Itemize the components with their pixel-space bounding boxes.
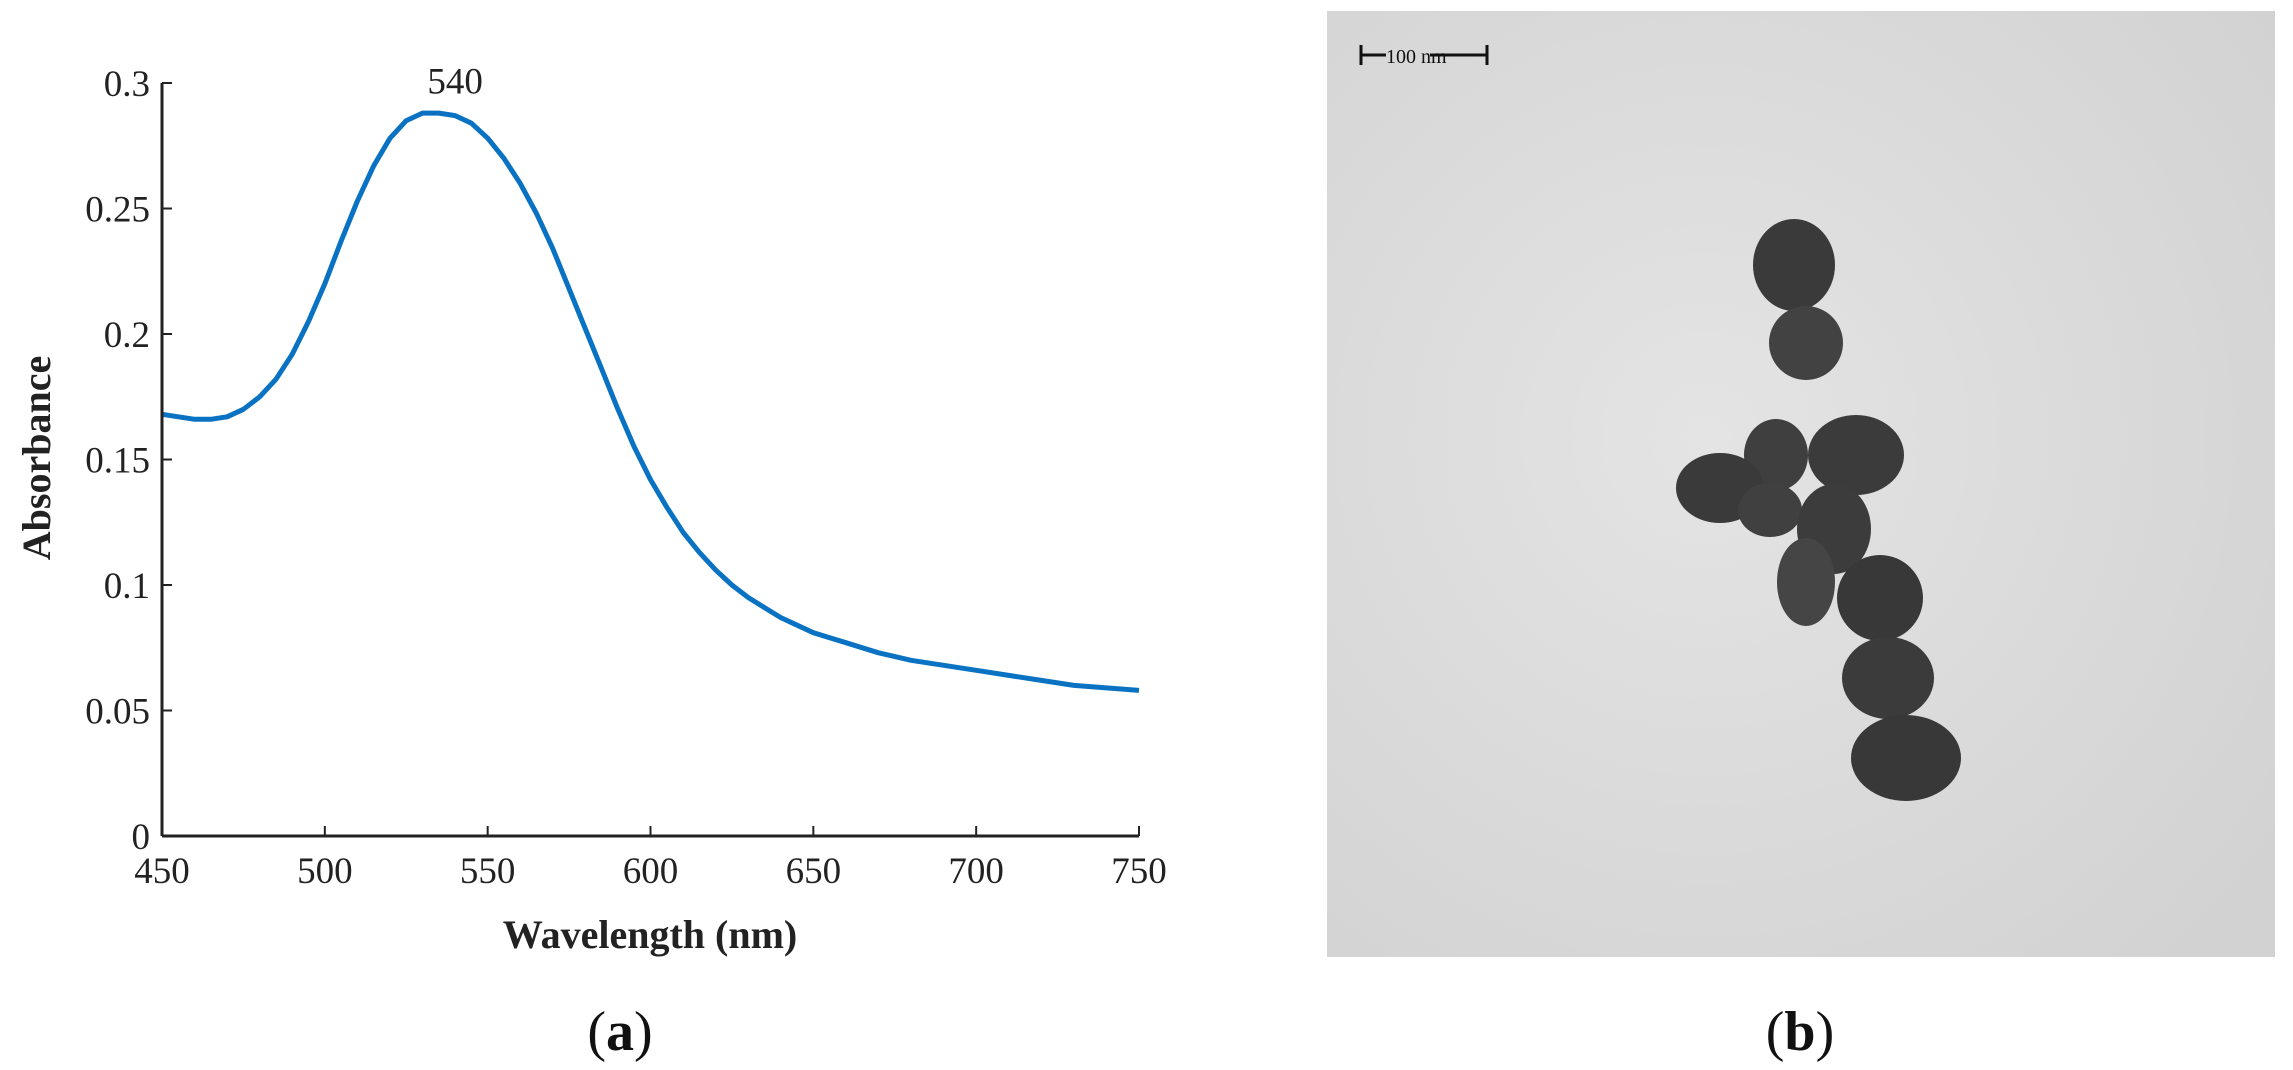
- panel-b-open-paren: (: [1766, 1001, 1785, 1063]
- y-tick-label: 0: [132, 817, 151, 858]
- panel-a-close-paren: ): [634, 1001, 653, 1063]
- panel-b-letter: b: [1784, 1001, 1815, 1063]
- x-tick-label: 650: [786, 851, 842, 892]
- x-tick-label: 500: [297, 851, 353, 892]
- panel-b-label: (b): [1766, 1001, 1834, 1063]
- nanoparticle: [1851, 715, 1961, 801]
- x-tick-label: 450: [134, 851, 190, 892]
- x-tick-label: 750: [1111, 851, 1167, 892]
- y-tick-label: 0.25: [85, 190, 150, 231]
- nanoparticle: [1769, 306, 1843, 380]
- x-tick-label: 700: [948, 851, 1004, 892]
- y-tick-label: 0.15: [85, 441, 150, 482]
- spectrum-line: [161, 110, 1140, 693]
- spectrum-chart: 0 0.05 0.1 0.15 0.2 0.25 0.3 450 500 550 600 650 70…: [14, 62, 1167, 957]
- scale-bar-label: 100 nm: [1386, 46, 1447, 68]
- x-tick-label: 600: [623, 851, 679, 892]
- nanoparticle: [1738, 483, 1802, 537]
- nanoparticle: [1837, 555, 1923, 641]
- y-tick-label: 0.2: [104, 315, 150, 356]
- nanoparticle: [1808, 415, 1904, 495]
- micrograph-background: [1327, 11, 2275, 957]
- y-tick-label: 0.05: [85, 692, 150, 733]
- plot-area: [161, 110, 1140, 693]
- tem-micrograph: 100 nm: [1327, 11, 2275, 957]
- y-tick-label: 0.3: [104, 64, 150, 105]
- nanoparticle: [1753, 219, 1835, 311]
- x-ticks: 450 500 550 600 650 700 750: [134, 826, 1167, 892]
- panel-a-letter: a: [606, 1001, 634, 1063]
- peak-annotation: 540: [427, 62, 483, 103]
- nanoparticle: [1842, 637, 1934, 719]
- nanoparticle: [1777, 538, 1835, 626]
- panel-b-close-paren: ): [1816, 1001, 1835, 1063]
- scale-bar: 100 nm: [1359, 45, 1489, 68]
- nanoparticle: [1744, 419, 1808, 491]
- y-ticks: 0 0.05 0.1 0.15 0.2 0.25 0.3: [85, 64, 172, 858]
- x-axis-title: Wavelength (nm): [503, 912, 797, 957]
- x-tick-label: 550: [460, 851, 516, 892]
- nanoparticle-cluster: [1676, 219, 1961, 801]
- panel-a-open-paren: (: [587, 1001, 606, 1063]
- y-tick-label: 0.1: [104, 566, 150, 607]
- panel-a-label: (a): [587, 1001, 652, 1063]
- y-axis-title: Absorbance: [14, 356, 59, 560]
